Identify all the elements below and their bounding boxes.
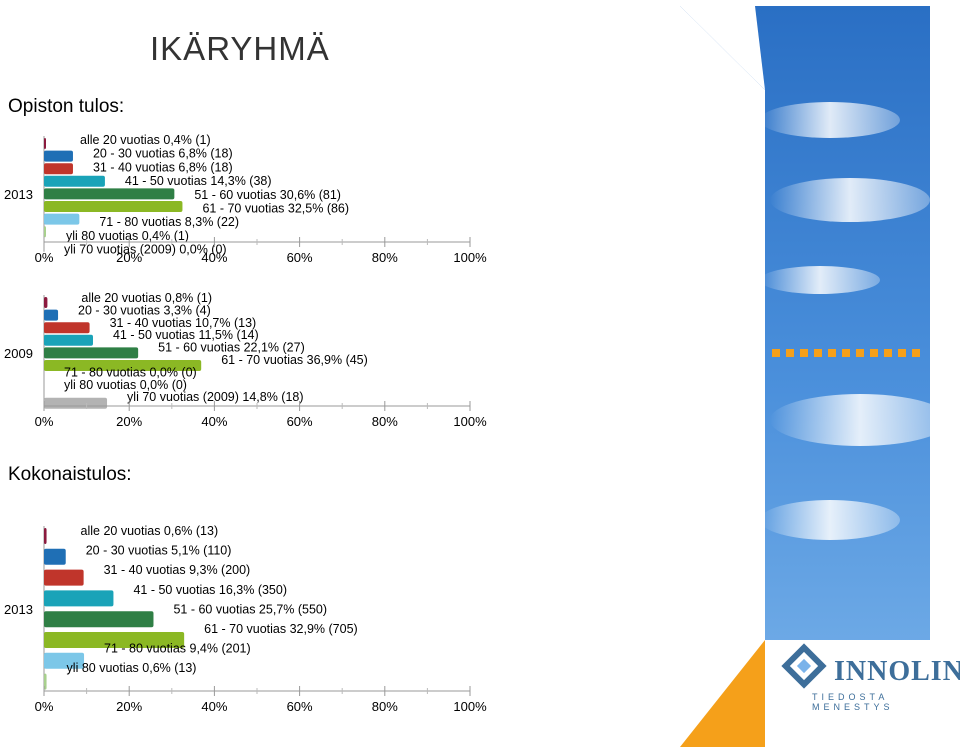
bar <box>44 297 48 308</box>
chart-kokonais-2013: 2013 alle 20 vuotias 0,6% (13) 20 - 30 vuo… <box>4 524 487 714</box>
x-tick-label: 0% <box>35 250 54 265</box>
bar <box>44 188 175 200</box>
bar <box>44 569 84 586</box>
bar-label: 61 - 70 vuotias 36,9% (45) <box>221 353 368 367</box>
bar-label: alle 20 vuotias 0,4% (1) <box>80 133 211 147</box>
x-tick-label: 80% <box>372 250 398 265</box>
bar-label: alle 20 vuotias 0,6% (13) <box>81 524 219 538</box>
bar-label: 41 - 50 vuotias 11,5% (14) <box>113 328 259 342</box>
x-tick-label: 100% <box>453 414 487 429</box>
bar <box>44 632 185 648</box>
bar-label: yli 70 vuotias (2009) 0,0% (0) <box>64 243 227 257</box>
bar <box>44 548 66 565</box>
bar <box>44 175 105 187</box>
bar-label: 41 - 50 vuotias 14,3% (38) <box>125 174 272 188</box>
bar <box>44 213 80 225</box>
chart-opisto-2009: 2009 alle 20 vuotias 0,8% (1)20 - 30 vuot… <box>4 291 487 429</box>
bar <box>44 590 114 607</box>
bar <box>44 226 46 238</box>
bar-label: 20 - 30 vuotias 3,3% (4) <box>78 303 211 317</box>
bar-label: 51 - 60 vuotias 30,6% (81) <box>194 188 341 202</box>
bar-label: 51 - 60 vuotias 22,1% (27) <box>158 341 305 355</box>
bar-label: yli 80 vuotias 0,6% (13) <box>67 661 197 675</box>
group-label: 2013 <box>4 602 33 617</box>
bar <box>44 360 202 371</box>
innolink-logo: INNOLINK <box>834 656 960 687</box>
bar <box>44 138 46 149</box>
x-tick-label: 60% <box>287 414 313 429</box>
x-tick-label: 40% <box>201 250 227 265</box>
bar-label: alle 20 vuotias 0,8% (1) <box>81 291 212 305</box>
x-tick-label: 100% <box>453 699 487 714</box>
bar-label: 31 - 40 vuotias 9,3% (200) <box>104 563 251 577</box>
bar-label: yli 70 vuotias (2009) 14,8% (18) <box>127 390 303 404</box>
x-tick-label: 60% <box>287 699 313 714</box>
x-tick-label: 100% <box>453 250 487 265</box>
x-tick-label: 0% <box>35 699 54 714</box>
group-label: 2009 <box>4 346 33 361</box>
bar-label: 71 - 80 vuotias 0,0% (0) <box>64 365 197 379</box>
bar-label: yli 80 vuotias 0,4% (1) <box>66 229 189 243</box>
section-heading-kokonais: Kokonaistulos: <box>8 464 132 485</box>
x-tick-label: 40% <box>201 414 227 429</box>
bar-label: 51 - 60 vuotias 25,7% (550) <box>173 602 327 616</box>
group-label: 2013 <box>4 187 33 202</box>
bar <box>44 673 47 690</box>
x-tick-label: 40% <box>201 699 227 714</box>
bar <box>44 201 183 212</box>
bar <box>44 163 73 175</box>
bar <box>44 309 59 321</box>
x-tick-label: 80% <box>372 699 398 714</box>
bar <box>44 397 108 409</box>
page-title: IKÄRYHMÄ <box>150 30 330 67</box>
bar <box>44 611 154 628</box>
bar-label: 71 - 80 vuotias 9,4% (201) <box>104 642 251 656</box>
bar <box>44 150 73 162</box>
x-tick-label: 20% <box>116 250 142 265</box>
x-tick-label: 20% <box>116 414 142 429</box>
bar <box>44 652 85 669</box>
bar <box>44 322 90 334</box>
chart-opisto-2013: 2013 alle 20 vuotias 0,4% (1)20 - 30 vuot… <box>4 133 487 265</box>
bar <box>44 528 47 544</box>
bar-label: 31 - 40 vuotias 6,8% (18) <box>93 160 233 174</box>
bar <box>44 334 93 346</box>
innolink-tagline: TIEDOSTA MENESTYS <box>812 692 894 712</box>
x-tick-label: 80% <box>372 414 398 429</box>
bar-label: 61 - 70 vuotias 32,9% (705) <box>204 622 358 636</box>
bar-label: 20 - 30 vuotias 5,1% (110) <box>86 544 232 558</box>
bar <box>44 347 139 359</box>
bar-label: 20 - 30 vuotias 6,8% (18) <box>93 147 233 161</box>
bar-label: 61 - 70 vuotias 32,5% (86) <box>202 202 349 216</box>
sky-decoration <box>680 6 952 747</box>
x-tick-label: 0% <box>35 414 54 429</box>
bar-label: 71 - 80 vuotias 8,3% (22) <box>99 215 239 229</box>
x-tick-label: 60% <box>287 250 313 265</box>
section-heading-opisto: Opiston tulos: <box>8 96 125 117</box>
bar-label: 41 - 50 vuotias 16,3% (350) <box>133 583 287 597</box>
bar-label: yli 80 vuotias 0,0% (0) <box>64 378 187 392</box>
bar-label: 31 - 40 vuotias 10,7% (13) <box>110 316 257 330</box>
x-tick-label: 20% <box>116 699 142 714</box>
